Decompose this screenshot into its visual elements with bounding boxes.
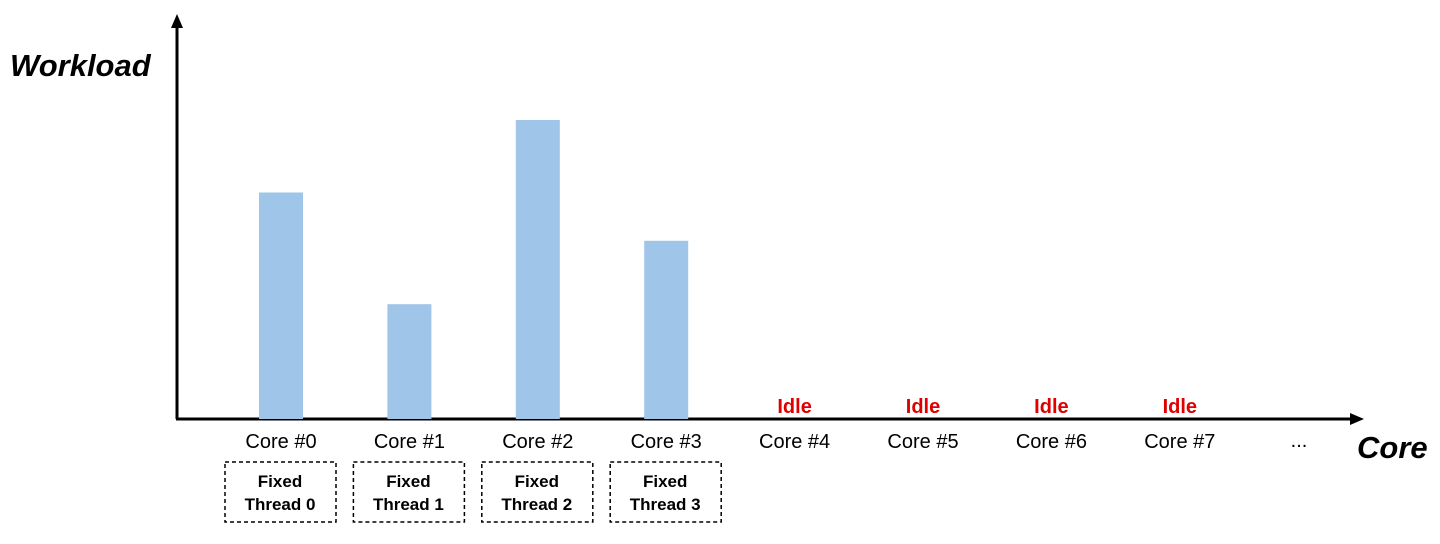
x-tick-label: Core #2: [502, 431, 573, 453]
x-tick-label: Core #1: [374, 431, 445, 453]
more-cores-ellipsis: ...: [1291, 430, 1308, 452]
fixed-thread-box-border: [481, 461, 594, 523]
fixed-thread-box-border: [609, 461, 722, 523]
bars-layer: [259, 120, 689, 419]
x-tick-label: Core #6: [1016, 431, 1087, 453]
bar-core-1: [387, 304, 432, 419]
x-tick-label: Core #5: [887, 431, 958, 453]
fixed-thread-line2: Thread 1: [373, 495, 444, 514]
idle-label: Idle: [1163, 396, 1197, 418]
idle-label: Idle: [777, 396, 811, 418]
fixed-thread-box-border: [352, 461, 466, 523]
fixed-thread-line1: Fixed: [386, 472, 430, 491]
fixed-thread-line1: Fixed: [515, 472, 559, 491]
x-tick-label: Core #7: [1144, 431, 1215, 453]
idle-label: Idle: [1034, 396, 1068, 418]
fixed-thread-line2: Thread 3: [630, 495, 701, 514]
x-axis-arrow: [1350, 413, 1364, 425]
fixed-thread-box-border: [224, 461, 337, 523]
fixed-thread-box: Fixed Thread 3: [609, 461, 722, 523]
fixed-thread-line1: Fixed: [643, 472, 687, 491]
fixed-thread-line2: Thread 2: [501, 495, 572, 514]
idle-label: Idle: [906, 396, 940, 418]
y-axis-title: Workload: [10, 48, 152, 83]
bar-core-3: [644, 240, 689, 419]
bar-core-2: [515, 120, 560, 419]
y-axis-arrow: [171, 14, 183, 28]
x-tick-label: Core #0: [245, 431, 316, 453]
fixed-thread-box: Fixed Thread 2: [481, 461, 594, 523]
fixed-thread-box: Fixed Thread 0: [224, 461, 337, 523]
fixed-thread-line2: Thread 0: [245, 495, 316, 514]
fixed-thread-line1: Fixed: [258, 472, 302, 491]
fixed-thread-box: Fixed Thread 1: [352, 461, 466, 523]
x-tick-label: Core #4: [759, 431, 830, 453]
x-axis-title: Core: [1357, 430, 1428, 465]
bar-core-0: [259, 192, 303, 419]
x-tick-label: Core #3: [631, 431, 702, 453]
labels-layer: Core #0 Core #1 Core #2 Core #3 Core #4 Core …: [245, 396, 1215, 453]
